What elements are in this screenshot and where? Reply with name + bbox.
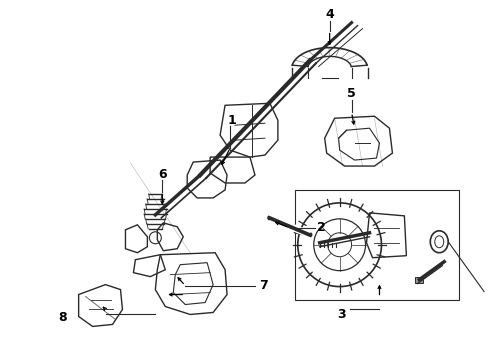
Text: 5: 5	[347, 87, 356, 100]
Polygon shape	[416, 276, 423, 283]
Bar	[295, 190, 459, 300]
Text: 4: 4	[325, 8, 334, 21]
Text: 2: 2	[318, 221, 326, 234]
Text: 7: 7	[260, 279, 269, 292]
Text: 6: 6	[158, 167, 167, 180]
Text: 1: 1	[228, 114, 237, 127]
Text: 3: 3	[337, 308, 346, 321]
Text: 8: 8	[58, 311, 67, 324]
